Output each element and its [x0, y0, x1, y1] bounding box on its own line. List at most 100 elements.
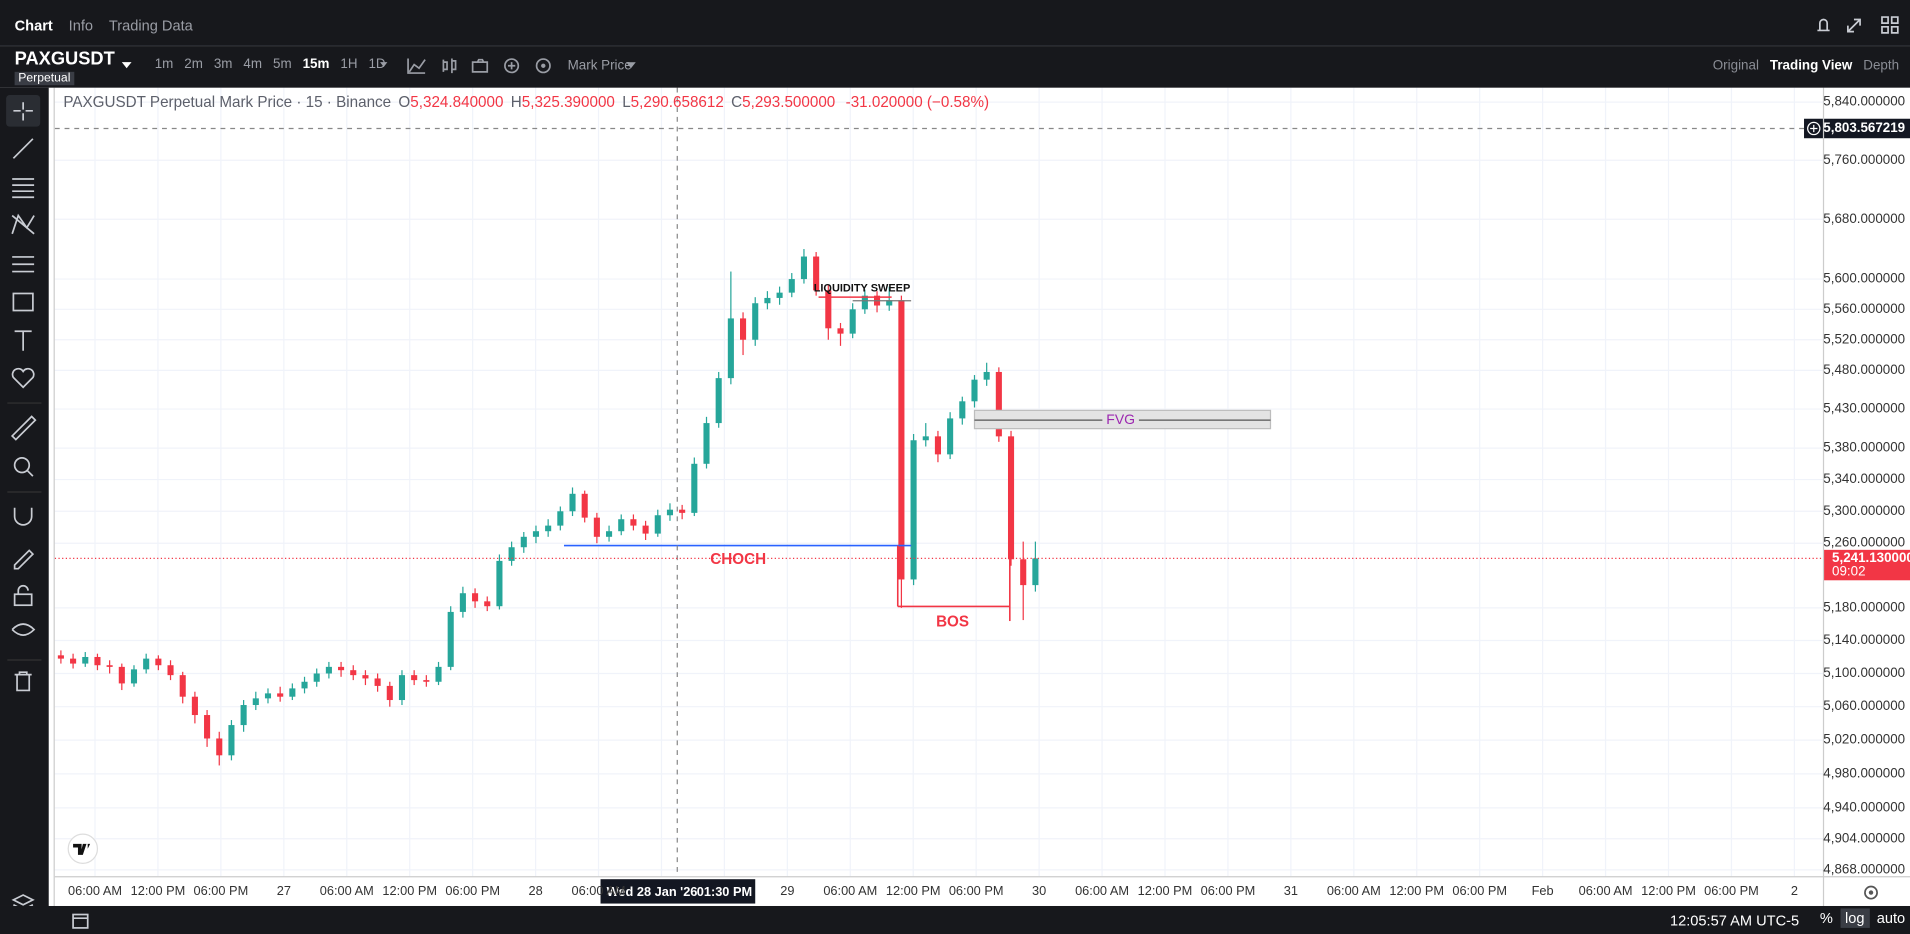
scale-button[interactable]: auto — [1876, 909, 1906, 927]
symbol-caret[interactable] — [121, 60, 133, 70]
candle-body — [861, 295, 868, 310]
delete-tool[interactable] — [14, 671, 32, 692]
interval[interactable]: 1H — [340, 57, 358, 72]
candle-body — [995, 371, 1002, 437]
scale-button[interactable]: log — [1840, 908, 1870, 928]
view-option[interactable]: Original — [1712, 58, 1759, 74]
interval[interactable]: 5m — [273, 57, 292, 72]
cross-tool[interactable] — [13, 102, 33, 121]
tab[interactable]: Chart — [14, 17, 53, 35]
text-tool[interactable] — [14, 330, 32, 351]
layout-icon[interactable] — [1881, 16, 1899, 34]
ruler-tool[interactable] — [10, 415, 37, 441]
x-tick-label: 06:00 AM — [1327, 883, 1381, 898]
candle-body — [654, 515, 661, 534]
add-icon[interactable] — [504, 58, 520, 74]
tab[interactable]: Trading Data — [108, 17, 193, 35]
candle-body — [532, 531, 540, 537]
candle-body — [715, 378, 722, 424]
interval[interactable]: 1m — [154, 57, 174, 72]
candle-body — [374, 678, 381, 686]
candle-body — [520, 536, 527, 548]
favorites-tool[interactable] — [11, 367, 35, 389]
zoom-tool[interactable] — [13, 457, 31, 474]
annotation-label: FVG — [1106, 411, 1135, 427]
annotation-label: CHOCH — [710, 551, 766, 568]
shape-tool[interactable] — [12, 292, 34, 312]
candle-body — [1032, 558, 1039, 586]
candle-body — [581, 493, 588, 518]
interval[interactable]: 3m — [213, 57, 233, 72]
candle-body — [130, 669, 138, 684]
bottom-bar: 12:05:57 AM UTC-5 % log auto — [0, 905, 1910, 934]
candle-body — [252, 698, 259, 706]
legend: PAXGUSDT Perpetual Mark Price · 15 · Bin… — [63, 94, 989, 111]
x-tick-label: 28 — [528, 883, 542, 898]
candle-body — [484, 601, 491, 607]
x-tick-label: 06:00 PM — [949, 883, 1004, 898]
x-tick-label: Feb — [1532, 883, 1554, 898]
top-icons — [1817, 16, 1899, 34]
candle-body — [435, 666, 442, 682]
bell-icon[interactable] — [1817, 18, 1830, 32]
readout-key: C — [731, 93, 743, 111]
candle-body — [179, 675, 186, 697]
candle-body — [240, 705, 247, 726]
y-tick-label: 5,300.000000 — [1823, 503, 1905, 518]
lock-tool[interactable] — [13, 593, 33, 607]
candle-body — [788, 279, 795, 293]
candle-body — [94, 656, 101, 666]
y-tick-label: 4,868.000000 — [1823, 861, 1905, 876]
candle-body — [740, 318, 747, 340]
visibility-tool[interactable] — [11, 623, 36, 636]
settings-icon[interactable] — [1864, 885, 1878, 900]
candle-body — [411, 675, 418, 681]
crosshair-add-icon — [1807, 121, 1821, 136]
candle-body — [898, 300, 905, 580]
view-option[interactable]: Trading View — [1769, 58, 1853, 74]
x-tick-label: 12:00 PM — [382, 883, 437, 898]
scale-button[interactable]: % — [1819, 909, 1833, 927]
y-tick-label: 5,020.000000 — [1823, 732, 1905, 747]
line-tool[interactable] — [12, 138, 34, 159]
x-tick-label: 06:00 PM — [194, 883, 249, 898]
pattern-tool[interactable] — [11, 213, 35, 235]
alert-icon[interactable] — [535, 58, 551, 74]
readout-value: 5,325.390000 — [521, 93, 615, 111]
candle-body — [350, 670, 357, 676]
y-tick-label: 5,480.000000 — [1823, 362, 1905, 377]
interval[interactable]: 15m — [302, 57, 330, 72]
candle-body — [593, 517, 600, 537]
fib-tool[interactable] — [12, 178, 35, 199]
candle-body — [606, 531, 613, 537]
indicators-icon[interactable] — [407, 58, 426, 74]
drawing-tools — [6, 94, 42, 911]
candle-body — [386, 685, 393, 701]
chart-type-icon[interactable] — [442, 58, 457, 74]
collapse-icon[interactable] — [1847, 18, 1861, 33]
interval[interactable]: 4m — [243, 57, 263, 72]
camera-icon[interactable] — [471, 58, 489, 73]
date-range-icon[interactable] — [71, 911, 90, 930]
projection-tool[interactable] — [12, 256, 35, 273]
interval[interactable]: 1D — [368, 57, 386, 72]
price-type-caret[interactable] — [626, 62, 636, 69]
crosshair-price-box — [1804, 118, 1910, 139]
tab[interactable]: Info — [68, 17, 94, 35]
lock-draw-tool[interactable] — [13, 549, 35, 570]
ohlc-readout: O5,324.840000 H5,325.390000 L5,290.658612 C… — [391, 94, 835, 111]
y-tick-label: 5,840.000000 — [1823, 94, 1905, 109]
magnet-tool[interactable] — [13, 507, 33, 526]
candle-body — [971, 379, 978, 402]
change-readout: -31.020000 (−0.58%) — [845, 93, 990, 111]
price-type[interactable]: Mark Price — [567, 58, 632, 74]
symbol[interactable]: PAXGUSDT — [14, 48, 115, 70]
layers-tool[interactable] — [11, 894, 35, 911]
interval[interactable]: 2m — [184, 57, 203, 72]
last-price-box — [1823, 549, 1910, 581]
view-option[interactable]: Depth — [1863, 58, 1900, 74]
candle-body — [313, 673, 320, 682]
